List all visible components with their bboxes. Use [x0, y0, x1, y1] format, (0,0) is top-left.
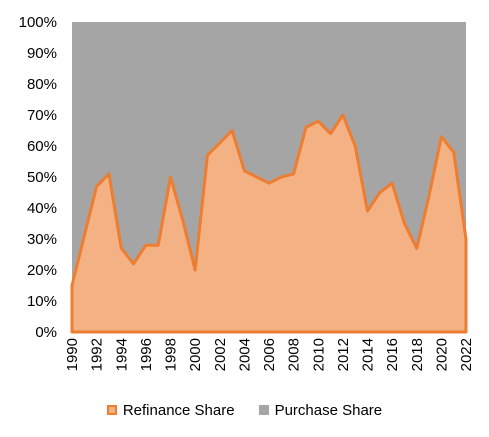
- x-tick-label: 2010: [310, 338, 327, 371]
- x-tick-label: 1992: [89, 338, 106, 371]
- y-tick-label: 80%: [27, 76, 57, 93]
- y-tick-label: 50%: [27, 169, 57, 186]
- x-tick-label: 1994: [113, 338, 130, 371]
- area-purchase-share: [72, 22, 466, 286]
- y-tick-label: 70%: [27, 107, 57, 124]
- x-tick-label: 1996: [138, 338, 155, 371]
- x-tick-label: 1998: [163, 338, 180, 371]
- legend-item-purchase: Purchase Share: [258, 401, 383, 419]
- x-tick-label: 2006: [261, 338, 278, 371]
- x-axis: 1990 1992 1994 1996 1998 2000 2002 2004 2006 2008…: [64, 338, 475, 371]
- x-tick-label: 2012: [335, 338, 352, 371]
- legend-swatch-purchase: [258, 405, 269, 415]
- legend-item-refinance: Refinance Share: [106, 401, 235, 419]
- x-tick-label: 2022: [458, 338, 475, 371]
- area-refinance-share: [70, 113, 468, 334]
- y-tick-label: 10%: [27, 293, 57, 310]
- legend: Refinance Share Purchase Share: [0, 398, 489, 422]
- y-tick-label: 0%: [35, 324, 57, 341]
- x-tick-label: 2014: [360, 338, 377, 371]
- x-tick-label: 2002: [212, 338, 229, 371]
- plot-area: [70, 22, 468, 334]
- x-tick-label: 2020: [433, 338, 450, 371]
- legend-swatch-refinance: [106, 405, 117, 415]
- x-tick-label: 2000: [187, 338, 204, 371]
- legend-label-purchase: Purchase Share: [274, 401, 383, 419]
- stacked-area-chart: 0%10%20%30%40%50%60%70%80%90%100% 1990 19…: [19, 14, 475, 371]
- y-tick-label: 60%: [27, 138, 57, 155]
- y-tick-label: 20%: [27, 262, 57, 279]
- x-tick-label: 1990: [64, 338, 81, 371]
- y-tick-label: 30%: [27, 231, 57, 248]
- y-axis: 0% 10% 20% 30% 40% 50% 60% 70% 80% 90% 100%: [19, 14, 57, 341]
- x-tick-label: 2004: [236, 338, 253, 371]
- y-tick-label: 100%: [19, 14, 57, 31]
- legend-label-refinance: Refinance Share: [122, 401, 235, 419]
- y-tick-label: 40%: [27, 200, 57, 217]
- x-tick-label: 2018: [409, 338, 426, 371]
- x-tick-label: 2008: [286, 338, 303, 371]
- x-tick-label: 2016: [384, 338, 401, 371]
- y-tick-label: 90%: [27, 45, 57, 62]
